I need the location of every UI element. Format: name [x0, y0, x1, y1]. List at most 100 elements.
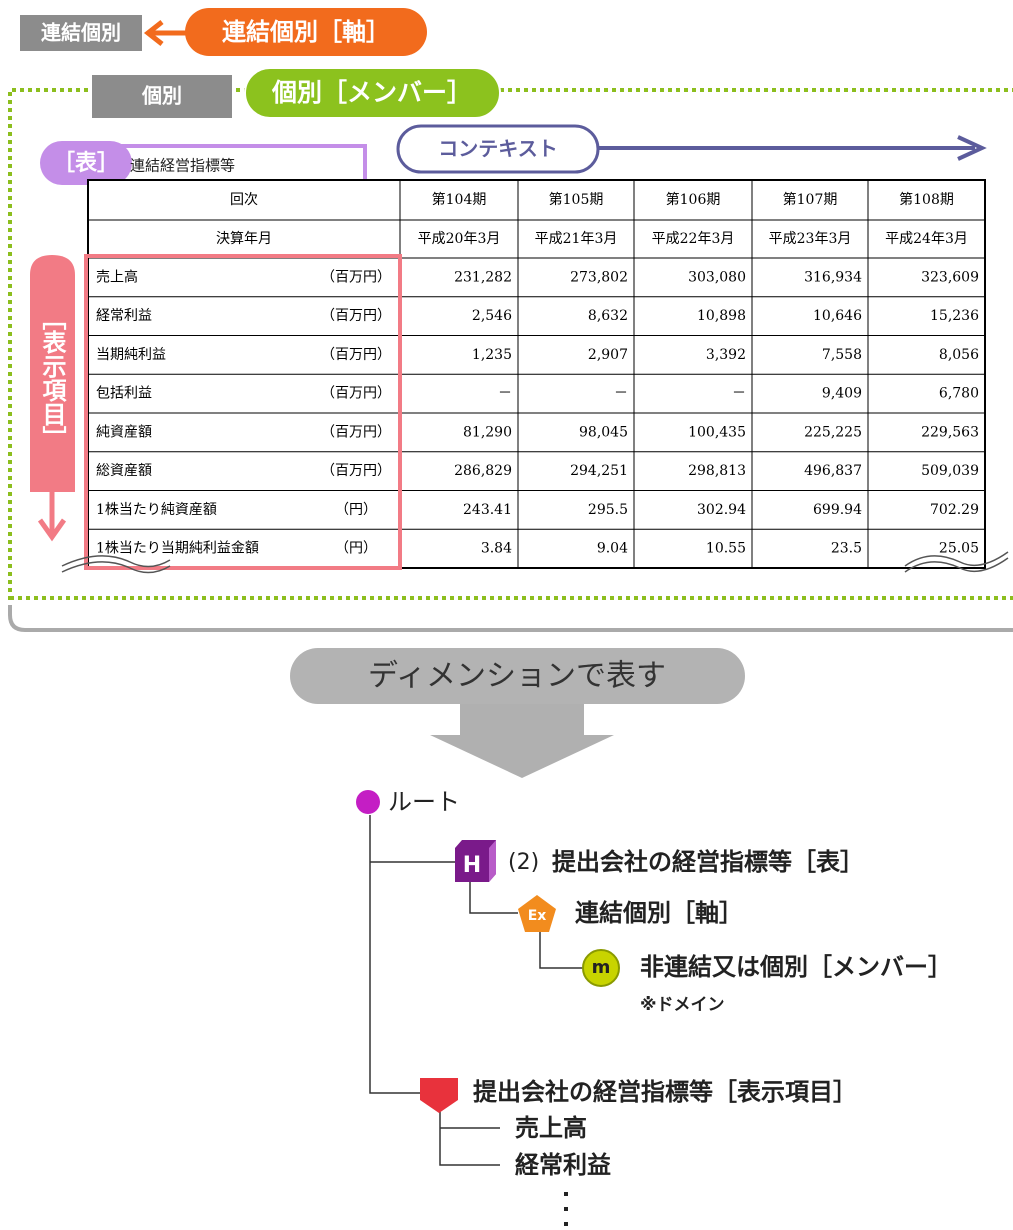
member-frame — [8, 88, 1013, 600]
table-name-box — [113, 144, 367, 184]
axis-plain: 連結個別 — [41, 21, 121, 45]
value-cell: 9,409 — [822, 386, 862, 402]
row-unit: （百万円） — [321, 269, 391, 285]
arrow — [143, 20, 190, 46]
header-cell: 第105期 — [549, 191, 604, 208]
value-cell: 286,829 — [454, 463, 512, 479]
axis-plain-box — [20, 15, 142, 51]
items-tag: ［表示項目］ — [38, 306, 66, 450]
value-cell: 243.41 — [463, 502, 512, 518]
value-cell: 316,934 — [804, 269, 862, 285]
value-cell: 273,802 — [570, 269, 628, 285]
row-label: 純資産額 — [96, 424, 152, 440]
header-cell: 平成23年3月 — [769, 231, 852, 247]
value-cell: － — [498, 386, 512, 402]
row-label: 総資産額 — [96, 463, 152, 479]
break-mark — [61, 555, 171, 574]
item-label: 経常利益 — [515, 1151, 611, 1179]
value-cell: 3,392 — [706, 347, 746, 363]
header-cell: 平成21年3月 — [535, 231, 618, 247]
items-arrow — [30, 255, 75, 492]
items-icon — [420, 1078, 458, 1113]
item-label: 売上高 — [515, 1114, 587, 1142]
table-tag: ［表］ — [53, 150, 119, 176]
h-icon — [455, 840, 496, 882]
member-node-note: ※ドメイン — [640, 995, 725, 1015]
header-cell: 平成20年3月 — [418, 231, 501, 247]
value-cell: 302.94 — [697, 502, 746, 518]
value-cell: 23.5 — [831, 541, 862, 557]
frame — [8, 605, 1013, 632]
value-cell: 7,558 — [822, 347, 862, 363]
items-node-label: 提出会社の経営指標等［表示項目］ — [473, 1078, 857, 1106]
arrow — [37, 492, 67, 542]
value-cell: 6,780 — [939, 386, 979, 402]
root-label: ルート — [388, 788, 460, 816]
value-cell: 1,235 — [472, 347, 512, 363]
value-cell: 229,563 — [921, 424, 979, 440]
value-cell: 702.29 — [930, 502, 979, 518]
transform-label: ディメンションで表す — [368, 659, 666, 694]
down-arrow — [430, 700, 614, 778]
header-cell: 平成24年3月 — [885, 231, 968, 247]
member-plain-box — [92, 75, 232, 118]
member-label: 個別［メンバー］ — [271, 78, 472, 107]
value-cell: 699.94 — [813, 502, 862, 518]
value-cell: 294,251 — [570, 463, 628, 479]
row-label: 1株当たり純資産額 — [96, 502, 217, 518]
value-cell: 25.05 — [939, 541, 979, 557]
transform-pill — [290, 648, 745, 704]
value-cell: 295.5 — [588, 502, 628, 518]
tree-lines — [369, 815, 583, 1166]
header-cell: 平成22年3月 — [652, 231, 735, 247]
value-cell: 323,609 — [921, 269, 979, 285]
header-cell: 第104期 — [432, 191, 487, 208]
value-cell: 3.84 — [481, 541, 512, 557]
arrow — [595, 135, 987, 161]
value-cell: 303,080 — [688, 269, 746, 285]
table-tag-pill — [40, 141, 132, 185]
row-label: 1株当たり当期純利益金額 — [96, 541, 259, 557]
member-node-label: 非連結又は個別［メンバー］ — [640, 953, 952, 981]
row-unit: （円） — [335, 502, 377, 518]
member-pill — [244, 67, 501, 119]
h-icon-side — [489, 840, 496, 882]
value-cell: 15,236 — [930, 308, 979, 324]
items-box — [84, 254, 402, 570]
value-cell: 8,632 — [588, 308, 628, 324]
table-node-label: 提出会社の経営指標等［表］ — [552, 848, 864, 876]
value-cell: 100,435 — [688, 424, 746, 440]
value-cell: 8,056 — [939, 347, 979, 363]
value-cell: 496,837 — [804, 463, 862, 479]
value-cell: － — [614, 386, 628, 402]
value-cell: 231,282 — [454, 269, 512, 285]
header-cell: 第107期 — [783, 191, 838, 208]
row-label: 経常利益 — [96, 308, 152, 324]
value-cell: 98,045 — [579, 424, 628, 440]
table-node-number: (2) — [508, 850, 539, 875]
value-cell: 10.55 — [706, 541, 746, 557]
value-cell: 225,225 — [804, 424, 862, 440]
row-unit: （百万円） — [321, 386, 391, 402]
m-icon-label: m — [592, 957, 611, 978]
header-cell: 回次 — [230, 192, 258, 208]
value-cell: 298,813 — [688, 463, 746, 479]
axis-label: 連結個別［軸］ — [222, 18, 390, 46]
value-cell: 2,546 — [472, 308, 512, 324]
axis-node-label: 連結個別［軸］ — [575, 899, 743, 927]
table-name: 連結経営指標等 — [130, 157, 235, 175]
break-mark — [904, 551, 1009, 573]
value-cell: 509,039 — [921, 463, 979, 479]
context-label: コンテキスト — [438, 137, 557, 161]
h-icon-label: H — [463, 853, 481, 878]
ex-icon-label: Ex — [528, 908, 547, 924]
row-label: 包括利益 — [96, 386, 152, 402]
header-cell: 第106期 — [666, 191, 721, 208]
row-label: 当期純利益 — [96, 347, 166, 363]
m-icon — [582, 949, 620, 987]
value-cell: － — [732, 386, 746, 402]
context-pill — [396, 124, 600, 174]
row-unit: （百万円） — [321, 424, 391, 440]
